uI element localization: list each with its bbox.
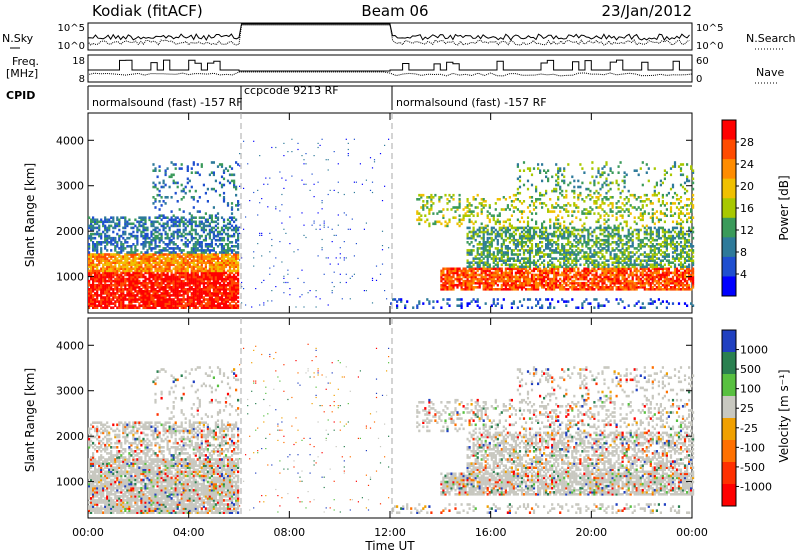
colorbar-segment [722,120,736,140]
colorbar-segment [722,418,736,441]
colorbar-segment [722,237,736,257]
colorbar-segment [722,396,736,419]
colorbar-tick-label: 25 [740,402,754,415]
x-tick-label: 00:00 [676,526,708,539]
colorbar-segment [722,179,736,199]
freq-tick-top: 18 [72,56,85,67]
colorbar-segment [722,484,736,507]
cpid-segment-3: normalsound (fast) -157 RF [396,96,547,109]
power-ytick-label: 4000 [56,134,84,147]
nave-tick-bottom: 0 [696,74,702,85]
x-tick-label: 16:00 [475,526,507,539]
velocity-ytick-label: 2000 [56,430,84,443]
power-ytick-label: 3000 [56,180,84,193]
power-ytick-label: 1000 [56,271,84,284]
colorbar-segment [722,159,736,179]
freq-panel: 18 8 60 0 [72,55,708,85]
freq-tick-bottom: 8 [79,74,85,85]
colorbar-segment [722,374,736,397]
cpid-segment-1: normalsound (fast) -157 RF [92,96,243,109]
freq-unit-label: [MHz] [6,67,38,80]
colorbar-tick-label: -100 [740,441,765,454]
colorbar-segment [722,257,736,277]
nsky-tick-top: 10^5 [58,23,85,34]
x-axis-label: Time UT [364,539,415,553]
colorbar-tick-label: -25 [740,422,758,435]
colorbar-tick-label: 8 [740,246,747,259]
velocity-ytick-label: 3000 [56,385,84,398]
colorbar-segment [722,218,736,238]
colorbar-tick-label: 4 [740,268,747,281]
colorbar-tick-label: 24 [740,158,754,171]
colorbar-segment [722,198,736,218]
power-colorbar: 28 24 20 16 12 8 4 Power [dB] [722,120,791,297]
velocity-colorbar: 1000 500 100 25 -25 -100 -500 -1000 Velocity [m… [722,330,791,507]
nsearch-tick-bottom: 10^0 [696,41,723,52]
colorbar-segment [722,140,736,160]
power-ylabel: Slant Range [km] [23,163,37,267]
nsearch-tick-top: 10^5 [696,23,723,34]
station-title: Kodiak (fitACF) [92,2,203,20]
beam-title: Beam 06 [361,2,428,20]
date-title: 23/Jan/2012 [602,2,693,20]
cpid-label: CPID [6,89,35,102]
colorbar-tick-label: 500 [740,363,761,376]
colorbar-tick-label: 1000 [740,344,768,357]
x-tick-label: 20:00 [575,526,607,539]
colorbar-tick-label: 28 [740,136,754,149]
nsky-label: N.Sky [2,32,34,45]
x-tick-label: 12:00 [374,526,406,539]
velocity-colorbar-label: Velocity [m s⁻¹] [777,369,791,462]
power-colorbar-label: Power [dB] [777,175,791,240]
colorbar-tick-label: 20 [740,180,754,193]
power-panel: 1000 2000 3000 4000 [56,113,694,313]
power-ytick-label: 2000 [56,225,84,238]
nave-tick-top: 60 [696,56,709,67]
nsearch-label: N.Search [746,32,796,45]
colorbar-segment [722,330,736,353]
colorbar-tick-label: 12 [740,224,754,237]
colorbar-segment [722,352,736,375]
cpid-panel: normalsound (fast) -157 RF ccpcode 9213 … [88,84,692,110]
x-tick-label: 04:00 [173,526,205,539]
x-tick-label: 08:00 [273,526,305,539]
nsky-panel: 10^5 10^0 10^5 10^0 [58,23,724,52]
nsky-tick-bottom: 10^0 [58,41,85,52]
velocity-panel: 1000 2000 3000 4000 [56,318,694,518]
colorbar-segment [722,276,736,296]
colorbar-segment [722,440,736,463]
velocity-ylabel: Slant Range [km] [23,368,37,472]
colorbar-tick-label: -1000 [740,480,772,493]
colorbar-tick-label: 100 [740,383,761,396]
colorbar-segment [722,462,736,485]
velocity-ytick-label: 4000 [56,339,84,352]
nave-label: Nave [756,66,784,79]
x-tick-label: 00:00 [72,526,104,539]
cpid-segment-2: ccpcode 9213 RF [244,84,339,97]
colorbar-tick-label: -500 [740,461,765,474]
velocity-ytick-label: 1000 [56,476,84,489]
colorbar-tick-label: 16 [740,202,754,215]
